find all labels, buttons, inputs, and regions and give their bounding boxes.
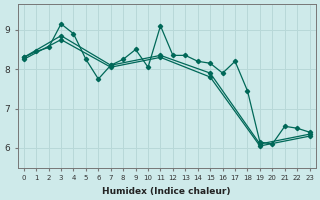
- X-axis label: Humidex (Indice chaleur): Humidex (Indice chaleur): [102, 187, 231, 196]
